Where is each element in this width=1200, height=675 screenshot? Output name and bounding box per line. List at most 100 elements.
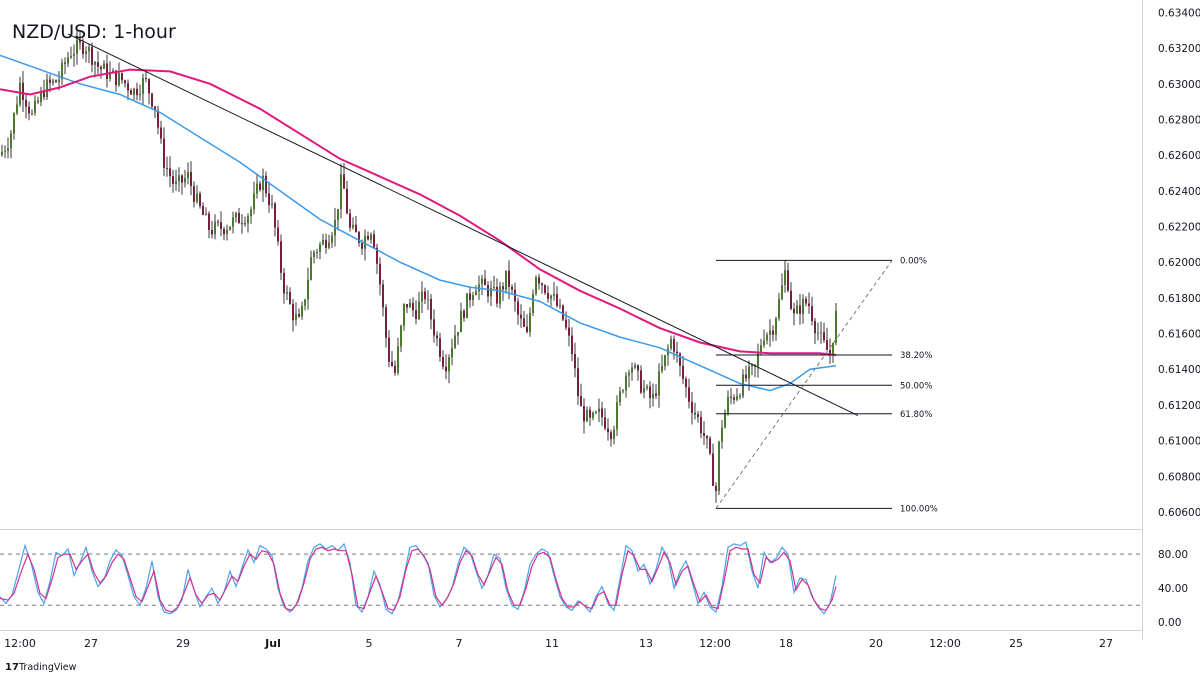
- candle-body: [46, 79, 48, 98]
- candle-body: [223, 229, 225, 235]
- candle-body: [643, 388, 645, 393]
- candle-body: [829, 350, 831, 356]
- candle: [694, 402, 696, 420]
- candle-body: [181, 175, 183, 183]
- candle-body: [67, 57, 69, 64]
- candle-body: [442, 356, 444, 367]
- candle-body: [211, 230, 213, 235]
- candle-body: [310, 257, 312, 280]
- candle: [391, 351, 393, 368]
- candle-body: [421, 291, 423, 302]
- time-tick-label: 29: [176, 637, 190, 650]
- candle: [355, 215, 357, 233]
- candle: [718, 440, 720, 495]
- candle: [214, 214, 216, 240]
- stochastic-axis: 80.00 40.00 0.00: [1158, 549, 1188, 629]
- candle-body: [397, 346, 399, 373]
- candle: [796, 300, 798, 315]
- candle-body: [202, 206, 204, 215]
- candle-body: [520, 314, 522, 319]
- candle: [304, 298, 306, 311]
- candle: [43, 79, 45, 101]
- candle: [454, 324, 456, 349]
- stochastic-tick-label: 0.00: [1158, 617, 1181, 629]
- candle-body: [28, 106, 30, 114]
- candle: [436, 331, 438, 347]
- candle: [538, 273, 540, 290]
- candle-body: [790, 290, 792, 309]
- candle: [331, 231, 333, 248]
- candle: [232, 211, 234, 234]
- candle: [106, 54, 108, 88]
- candle-body: [136, 88, 138, 96]
- candle-body: [193, 186, 195, 202]
- candle-body: [811, 306, 813, 322]
- candle-body: [295, 313, 297, 321]
- candle-body: [670, 339, 672, 349]
- candle-body: [568, 327, 570, 336]
- candle-body: [547, 293, 549, 299]
- candle: [562, 304, 564, 322]
- price-tick-label: 0.62600: [1158, 150, 1200, 162]
- candle: [673, 335, 675, 360]
- candle: [511, 284, 513, 294]
- candle: [172, 169, 174, 193]
- candle-body: [19, 82, 21, 105]
- candle-body: [97, 62, 99, 67]
- fib-level: 50.00%: [716, 381, 932, 391]
- candle: [766, 332, 768, 345]
- candle-body: [682, 365, 684, 379]
- candle: [658, 363, 660, 408]
- candle-body: [646, 386, 648, 388]
- candle: [373, 230, 375, 249]
- candle: [160, 120, 162, 144]
- candle: [346, 181, 348, 215]
- candle-body: [463, 310, 465, 318]
- candle-body: [691, 401, 693, 413]
- candle: [325, 233, 327, 254]
- candle: [406, 304, 408, 314]
- candle: [685, 376, 687, 398]
- candle-body: [688, 387, 690, 402]
- candle: [523, 311, 525, 328]
- fib-level: 0.00%: [716, 256, 927, 266]
- candle-body: [301, 305, 303, 317]
- candle: [751, 363, 753, 376]
- price-tick-label: 0.62000: [1158, 257, 1200, 269]
- candle: [379, 257, 381, 296]
- stochastic-d-line: [0, 546, 837, 613]
- sma-fast-line: [0, 54, 837, 392]
- candle-body: [466, 293, 468, 319]
- candle-body: [10, 133, 12, 149]
- candle-body: [625, 375, 627, 391]
- candle-body: [448, 357, 450, 372]
- candle-body: [550, 295, 552, 299]
- candle-body: [256, 183, 258, 194]
- fib-level: 61.80%: [716, 410, 932, 420]
- price-tick-label: 0.60600: [1158, 507, 1200, 519]
- candle-body: [25, 99, 27, 107]
- price-tick-label: 0.60800: [1158, 471, 1200, 483]
- candle: [787, 262, 789, 293]
- candle-body: [160, 127, 162, 139]
- candle: [775, 316, 777, 341]
- candle-body: [475, 291, 477, 295]
- candle: [7, 137, 9, 159]
- candle-body: [823, 332, 825, 341]
- candle-body: [454, 335, 456, 348]
- candle-body: [412, 302, 414, 311]
- candle-body: [610, 432, 612, 440]
- tradingview-logo-icon: 17: [5, 662, 19, 673]
- candle-body: [343, 174, 345, 189]
- candle-body: [556, 294, 558, 306]
- candle-body: [598, 408, 600, 413]
- candle: [661, 354, 663, 374]
- candle-body: [4, 150, 6, 152]
- candle: [28, 101, 30, 121]
- candle-body: [274, 203, 276, 228]
- time-axis: 12:00 27 29 Jul 5 7 11 13 12:00 18 20 12:00 25 27: [4, 637, 1113, 650]
- candle: [223, 226, 225, 241]
- candle-body: [190, 172, 192, 187]
- candle-body: [532, 293, 534, 313]
- candle: [229, 226, 231, 231]
